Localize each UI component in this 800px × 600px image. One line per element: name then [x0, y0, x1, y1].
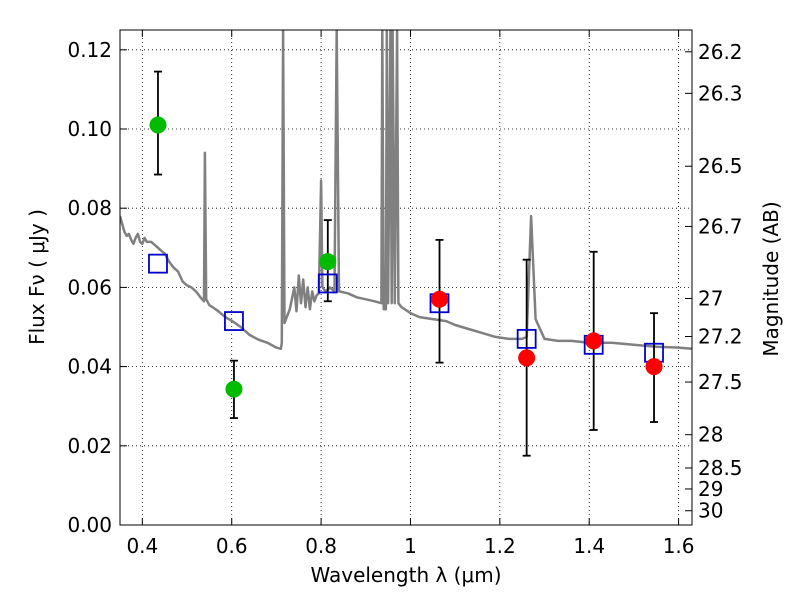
right-tick-label: 26.2 [698, 40, 743, 64]
right-tick-label: 27.5 [698, 370, 743, 394]
y-tick-label: 0.04 [67, 355, 112, 379]
x-axis-label: Wavelength λ (μm) [310, 563, 501, 587]
model-point-marker [516, 328, 537, 349]
y-axis: 0.00 0.02 0.04 0.06 0.08 0.10 0.12 [67, 38, 127, 537]
y-tick-label: 0.12 [67, 38, 112, 62]
observed-point-marker [319, 253, 337, 271]
right-tick-label: 27 [698, 286, 723, 310]
x-tick-label: 0.4 [126, 534, 158, 558]
points-layer [148, 70, 664, 457]
y-axis-label: Flux Fν ( μJy ) [25, 209, 49, 345]
y-tick-label: 0.06 [67, 275, 112, 299]
x-tick-label: 1.2 [484, 534, 516, 558]
right-tick-label: 26.5 [698, 154, 743, 178]
right-tick-label: 29 [698, 477, 723, 501]
y-tick-label: 0.08 [67, 196, 112, 220]
observed-point-marker [645, 358, 663, 376]
plot-background [120, 30, 692, 525]
model-point-marker [148, 253, 168, 274]
x-axis: 0.4 0.6 0.8 1 1.2 1.4 1.6 [126, 30, 695, 558]
right-tick-label: 28.5 [698, 456, 743, 480]
x-tick-label: 1 [404, 534, 417, 558]
model-spectrum-line [120, 30, 692, 351]
plot-frame [119, 29, 693, 526]
right-tick-label: 28 [698, 423, 723, 447]
observed-point-marker [431, 290, 449, 308]
y-tick-label: 0.10 [67, 117, 112, 141]
observed-point-marker [149, 116, 167, 134]
right-tick-label: 30 [698, 499, 723, 523]
x-tick-label: 1.6 [663, 534, 695, 558]
right-tick-label: 27.2 [698, 325, 743, 349]
y-tick-label: 0.00 [67, 513, 112, 537]
right-tick-label: 26.7 [698, 214, 743, 238]
x-tick-label: 1.4 [573, 534, 605, 558]
observed-point-marker [518, 349, 536, 367]
observed-point-marker [225, 380, 243, 398]
x-tick-label: 0.6 [216, 534, 248, 558]
x-tick-label: 0.8 [305, 534, 337, 558]
y-tick-label: 0.02 [67, 434, 112, 458]
model-spectrum-layer [120, 30, 692, 351]
model-point-marker [317, 273, 338, 294]
model-point-marker [224, 311, 244, 331]
observed-point-marker [585, 332, 603, 350]
right-axis-label: Magnitude (AB) [759, 201, 783, 356]
right-tick-label: 26.3 [698, 81, 743, 105]
